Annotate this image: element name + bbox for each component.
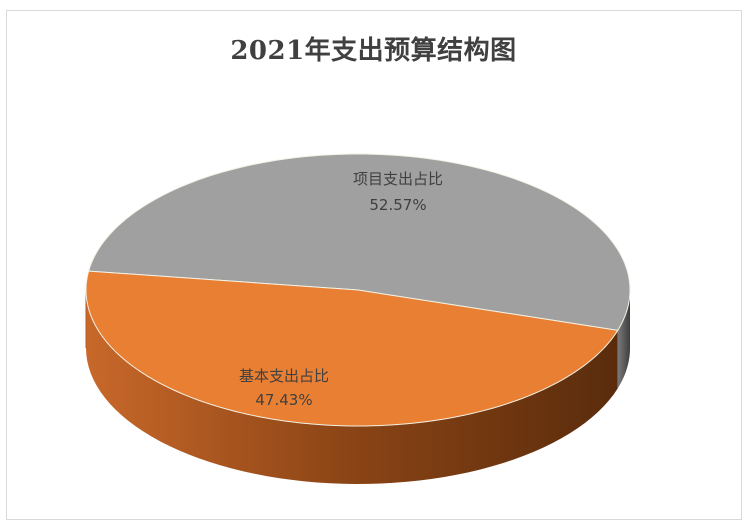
slice-label-value: 52.57% (369, 196, 426, 214)
pie-slice-side-project (617, 290, 630, 389)
chart-title: 2021年支出预算结构图 (230, 36, 517, 66)
slice-label-value: 47.43% (255, 391, 312, 409)
pie-slice-side-basic (86, 290, 618, 484)
pie-slice-project (88, 153, 631, 331)
slice-label-category: 项目支出占比 (353, 170, 443, 188)
pie-slice-basic (85, 270, 619, 427)
pie-label-layer: 项目支出占比 52.57% 基本支出占比 47.43% (239, 170, 443, 409)
slice-label-category: 基本支出占比 (239, 367, 329, 385)
pie-top-layer (85, 153, 631, 427)
pie-side-layer (85, 290, 630, 484)
